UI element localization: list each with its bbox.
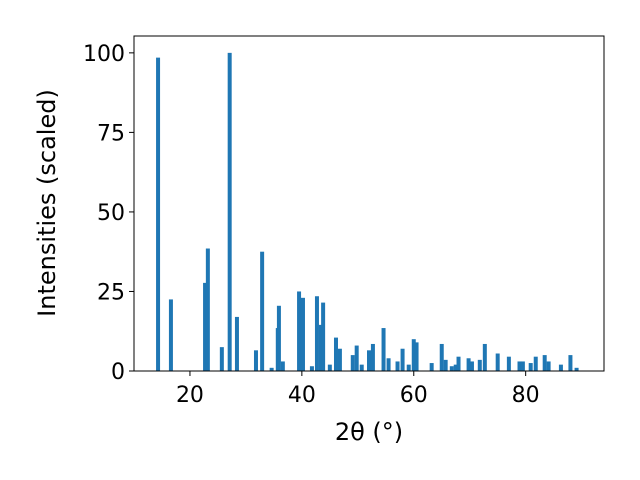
x-tick-label: 40	[288, 383, 316, 408]
bar	[506, 356, 511, 371]
bar	[411, 339, 416, 371]
bar	[203, 282, 208, 371]
bar	[370, 343, 375, 371]
bar	[453, 364, 458, 371]
bar	[260, 251, 265, 371]
bar	[574, 367, 579, 371]
x-tick-label: 20	[176, 383, 204, 408]
bar	[309, 366, 314, 371]
y-tick-label: 0	[111, 360, 125, 385]
bar	[269, 367, 274, 371]
bar	[542, 355, 547, 371]
bar	[456, 356, 461, 371]
y-axis-label: Intensities (scaled)	[33, 89, 61, 317]
bar	[354, 345, 359, 371]
bar	[477, 359, 482, 371]
bar	[546, 361, 551, 371]
bar	[300, 297, 305, 371]
bar	[528, 363, 533, 371]
bar	[400, 348, 405, 371]
bar	[517, 361, 522, 371]
bar	[253, 350, 258, 371]
bar	[429, 363, 434, 371]
bar	[386, 358, 391, 371]
bar	[333, 337, 338, 371]
bar	[466, 358, 471, 371]
y-tick-label: 100	[83, 42, 125, 67]
bar	[297, 291, 302, 371]
bar	[443, 359, 448, 371]
bar	[227, 52, 232, 371]
bar	[321, 302, 326, 371]
bar	[558, 364, 563, 371]
bar	[318, 324, 323, 371]
bar	[168, 299, 173, 371]
bar	[469, 361, 474, 371]
axes-frame	[133, 35, 605, 372]
bar	[359, 364, 364, 371]
bar	[156, 57, 161, 372]
y-tick-label: 50	[97, 201, 125, 226]
bar	[439, 343, 444, 371]
bar	[395, 361, 400, 371]
bar	[482, 343, 487, 371]
y-tick-label: 75	[97, 121, 125, 146]
bar	[280, 361, 285, 371]
bar	[234, 316, 239, 371]
bar	[219, 347, 224, 371]
bar	[205, 248, 210, 371]
x-axis-label: 2θ (°)	[335, 418, 403, 446]
bar	[381, 328, 386, 371]
x-tick-label: 60	[400, 383, 428, 408]
bar	[520, 361, 525, 371]
bar	[495, 353, 500, 371]
bar	[337, 348, 342, 371]
bar	[367, 350, 371, 371]
bar	[414, 342, 419, 371]
bar	[533, 356, 538, 371]
bar	[350, 355, 355, 371]
bar	[314, 296, 319, 371]
bar	[449, 366, 454, 371]
bar	[276, 305, 281, 371]
bar	[406, 364, 411, 371]
y-tick-label: 25	[97, 280, 125, 305]
bar	[568, 355, 573, 371]
x-tick-label: 80	[512, 383, 540, 408]
bar	[327, 364, 332, 371]
plot-area	[156, 52, 579, 372]
